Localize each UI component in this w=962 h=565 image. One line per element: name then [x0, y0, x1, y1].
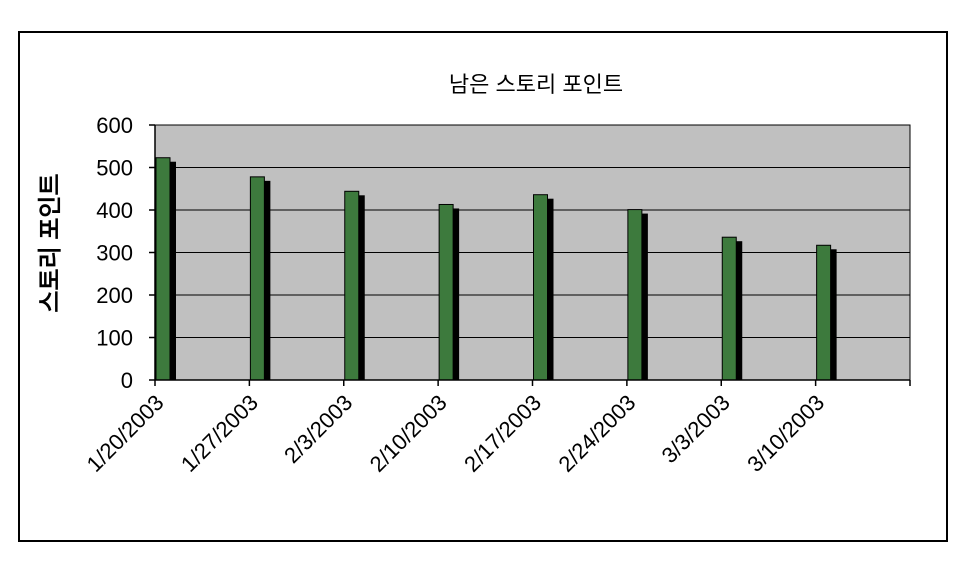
bar — [345, 191, 359, 380]
chart-title: 남은 스토리 포인트 — [449, 72, 623, 97]
y-tick-label: 300 — [96, 241, 133, 266]
y-tick-label: 500 — [96, 156, 133, 181]
bar — [534, 195, 548, 380]
y-tick-label: 200 — [96, 283, 133, 308]
y-tick-label: 600 — [96, 113, 133, 138]
bar — [156, 158, 170, 380]
y-axis-label: 스토리 포인트 — [37, 173, 64, 312]
bar — [439, 204, 453, 380]
bar — [628, 210, 642, 380]
bar — [817, 245, 831, 380]
bar — [722, 237, 736, 380]
bar — [250, 177, 264, 380]
y-tick-label: 400 — [96, 198, 133, 223]
y-tick-label: 0 — [121, 368, 133, 393]
y-tick-label: 100 — [96, 326, 133, 351]
